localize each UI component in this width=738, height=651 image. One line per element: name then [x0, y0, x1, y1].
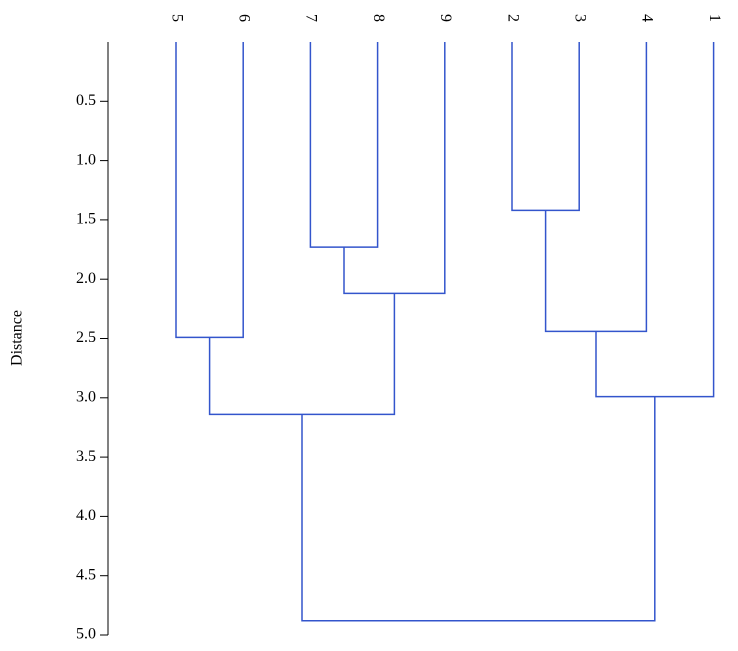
leaf-label: 1 — [706, 14, 723, 22]
link — [343, 42, 446, 295]
y-tick-label: 2.5 — [76, 329, 96, 346]
leaf-label: 4 — [639, 14, 656, 22]
leaf-label: 3 — [572, 14, 589, 22]
leaf-label: 2 — [504, 14, 521, 22]
link — [301, 396, 656, 622]
y-axis-label: Distance — [9, 310, 26, 366]
y-tick-label: 1.5 — [76, 211, 96, 228]
leaf-label: 5 — [168, 14, 185, 22]
y-tick-label: 4.5 — [76, 566, 96, 583]
link — [208, 293, 396, 416]
link — [309, 42, 379, 248]
y-tick-label: 1.0 — [76, 151, 96, 168]
y-tick-label: 0.5 — [76, 92, 96, 109]
link — [544, 42, 648, 333]
leaf-label: 8 — [370, 14, 387, 22]
y-tick-label: 2.0 — [76, 270, 96, 287]
leaf-label: 6 — [236, 14, 253, 22]
y-tick-label: 3.5 — [76, 448, 96, 465]
y-tick-label: 3.0 — [76, 388, 96, 405]
link — [595, 42, 715, 398]
leaf-label: 7 — [303, 14, 320, 22]
leaf-label: 9 — [437, 14, 454, 22]
y-tick-label: 4.0 — [76, 507, 96, 524]
y-tick-label: 5.0 — [76, 626, 96, 643]
link — [175, 42, 244, 339]
link — [511, 42, 580, 212]
